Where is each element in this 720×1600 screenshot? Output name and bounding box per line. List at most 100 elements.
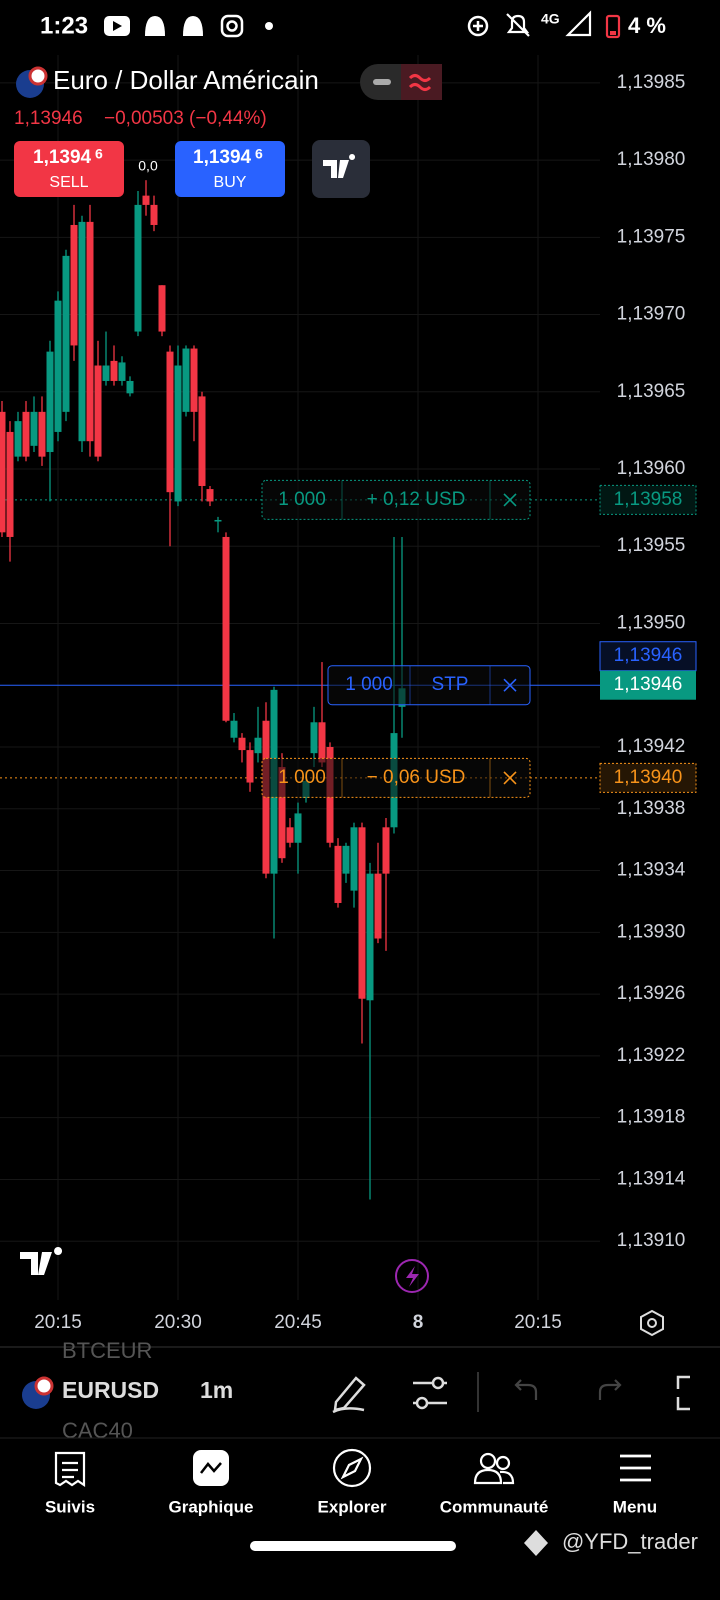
signal-icon <box>565 10 592 37</box>
candle-body <box>62 255 70 412</box>
y-tick-label: 1,13918 <box>617 1107 686 1128</box>
candle-body <box>366 873 374 1001</box>
fullscreen-icon[interactable] <box>676 1375 690 1411</box>
snapchat-icon <box>145 16 165 36</box>
order-box[interactable]: 1 000 − 0,06 USD <box>261 757 531 798</box>
y-tick-label: 1,13970 <box>617 304 686 325</box>
symbol-prev[interactable]: BTCEUR <box>62 1338 152 1363</box>
undo-icon[interactable] <box>514 1379 538 1400</box>
y-tick-label: 1,13930 <box>617 921 686 942</box>
candle-body <box>22 411 30 457</box>
candle-body <box>174 365 182 502</box>
candle-body <box>142 195 150 205</box>
y-tick-label: 1,13975 <box>617 226 686 247</box>
us-flag <box>34 1376 54 1396</box>
order-box[interactable]: 1 000 STP <box>327 665 531 706</box>
network-type: 4G <box>541 11 560 27</box>
settings-icon[interactable] <box>640 1309 664 1337</box>
x-tick-label: 20:45 <box>274 1312 322 1333</box>
buy-button[interactable] <box>175 141 285 197</box>
interval[interactable]: 1m <box>200 1377 233 1403</box>
toggle-active[interactable] <box>401 64 442 100</box>
buy-price: 1,1394 <box>193 147 252 168</box>
snapchat-icon <box>183 16 203 36</box>
data-saver-plus <box>473 21 483 31</box>
candle-body <box>102 365 110 381</box>
price-change: −0,00503 (−0,44%) <box>104 108 267 129</box>
toggle-wave <box>408 74 432 91</box>
order-close-icon[interactable] <box>503 771 517 785</box>
watchlist-icon[interactable] <box>54 1451 86 1488</box>
explore-icon[interactable] <box>332 1448 372 1488</box>
nav-label[interactable]: Suivis <box>45 1497 95 1516</box>
candle-body <box>294 813 302 843</box>
candle-body <box>14 421 22 457</box>
candle-body <box>46 351 54 453</box>
order-box[interactable]: 1 000 + 0,12 USD <box>261 479 531 520</box>
order-quantity: 1 000 <box>345 674 393 695</box>
order-box-frame <box>327 665 531 706</box>
draw-tool-icon[interactable] <box>332 1376 366 1414</box>
order-close-icon[interactable] <box>503 493 517 507</box>
price-label-box <box>599 641 697 672</box>
y-tick-label: 1,13934 <box>617 860 686 881</box>
y-tick-label: 1,13914 <box>617 1168 686 1189</box>
nav-label[interactable]: Menu <box>613 1497 657 1516</box>
y-tick-label: 1,13942 <box>617 736 686 757</box>
order-type: STP <box>432 674 469 695</box>
candle-body <box>70 224 78 346</box>
candle-body <box>54 300 62 432</box>
x-tick-label: 20:15 <box>514 1312 562 1333</box>
nav-label[interactable]: Explorer <box>318 1497 387 1516</box>
chart-area: 1,13985 1,13980 1,13975 1,13970 1,13965 1,139… <box>0 55 697 1333</box>
redo-icon[interactable] <box>598 1379 622 1400</box>
candle-body <box>214 519 222 522</box>
order-box-frame <box>261 757 531 798</box>
y-tick-label: 1,13938 <box>617 798 686 819</box>
order-close-icon[interactable] <box>503 678 517 692</box>
nav-label[interactable]: Communauté <box>440 1497 549 1516</box>
candle-body <box>230 720 238 738</box>
lightning-button[interactable] <box>395 1259 429 1293</box>
candle-body <box>374 873 382 939</box>
y-tick-label: 1,13922 <box>617 1045 686 1066</box>
candle-body <box>118 362 126 381</box>
price-label: 1,13946 <box>614 674 683 695</box>
candle-body <box>238 737 246 751</box>
youtube-play <box>113 21 122 31</box>
symbol-name[interactable]: Euro / Dollar Américain <box>53 65 319 95</box>
symbol-current[interactable]: EURUSD <box>62 1377 159 1403</box>
order-result: − 0,06 USD <box>367 767 466 788</box>
home-indicator <box>250 1541 456 1551</box>
data-saver-icon <box>467 15 489 37</box>
settings-icon-center <box>647 1318 657 1328</box>
y-tick-label: 1,13980 <box>617 149 686 170</box>
candle-body <box>382 827 390 874</box>
community-icon <box>495 1455 511 1471</box>
nav-label[interactable]: Graphique <box>168 1497 253 1516</box>
symbol-next[interactable]: CAC40 <box>62 1418 133 1443</box>
battery-icon <box>605 14 621 39</box>
community-body <box>473 1468 515 1485</box>
order-box-frame <box>261 479 531 520</box>
community-icon[interactable] <box>479 1452 497 1470</box>
candle-body <box>86 221 94 442</box>
indicators-knob <box>415 1396 429 1410</box>
candle-body <box>310 722 318 754</box>
candle-body <box>278 767 286 859</box>
sell-button[interactable] <box>14 141 124 197</box>
last-price: 1,13946 <box>14 108 83 129</box>
candle-body <box>190 348 198 412</box>
lightning-icon <box>406 1266 419 1287</box>
menu-icon[interactable] <box>620 1454 651 1482</box>
spread: 0,0 <box>138 158 158 174</box>
y-tick-label: 1,13985 <box>617 72 686 93</box>
candle-body <box>78 221 86 442</box>
candle-body <box>358 827 366 999</box>
us-flag <box>28 66 48 86</box>
toggle-dash <box>373 79 391 85</box>
battery-level <box>610 31 616 35</box>
mute-icon <box>506 13 530 37</box>
